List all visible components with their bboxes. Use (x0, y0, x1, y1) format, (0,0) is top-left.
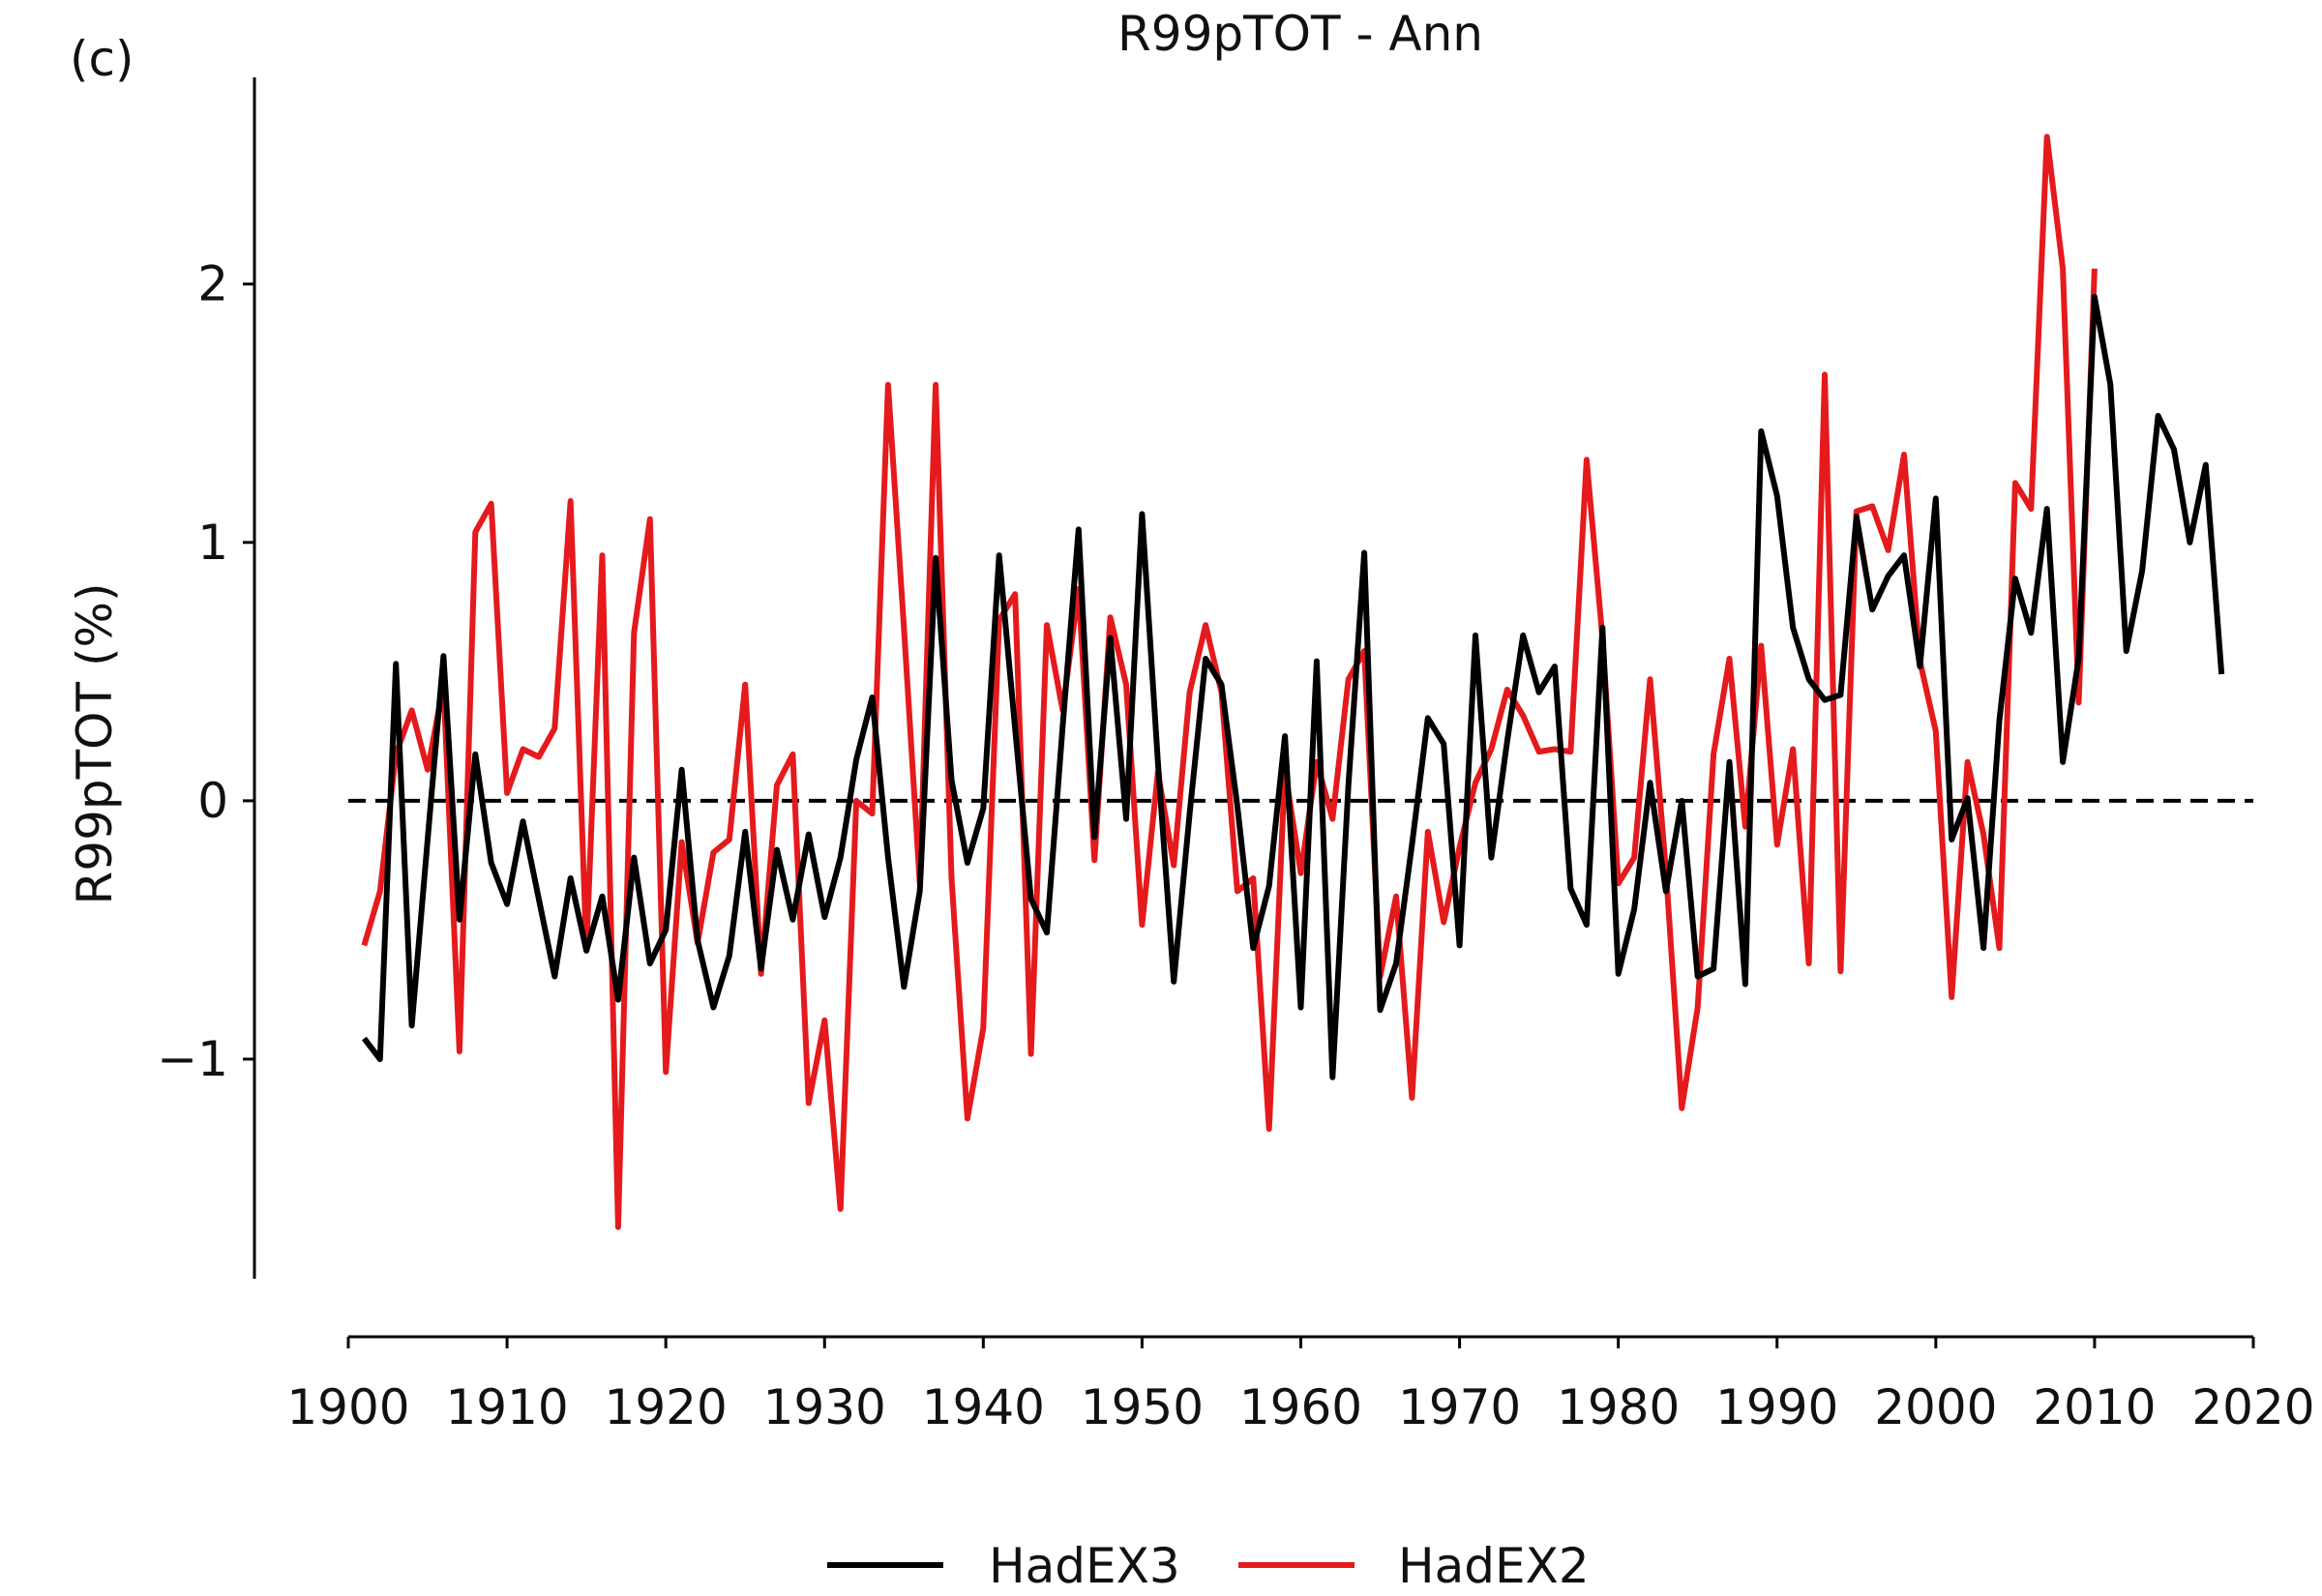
x-tick-label: 1910 (445, 1379, 568, 1435)
x-tick-label: 2000 (1874, 1379, 1997, 1435)
panel-label: (c) (70, 31, 134, 87)
x-tick-label: 1930 (763, 1379, 886, 1435)
chart-title: R99pTOT - Ann (1117, 6, 1483, 62)
x-tick-label: 2010 (2033, 1379, 2156, 1435)
x-tick-label: 1980 (1557, 1379, 1680, 1435)
x-axis-ticks: 1900 1910 1920 1930 1940 1950 1960 1970 1980 1990… (286, 1337, 2315, 1435)
series-line-hadex3 (362, 294, 2225, 1080)
x-tick-label: 1920 (605, 1379, 728, 1435)
legend: HadEX3 HadEX2 (827, 1538, 1590, 1594)
x-tick-label: 1900 (286, 1379, 409, 1435)
x-tick-label: 1950 (1081, 1379, 1204, 1435)
x-tick-label: 2020 (2191, 1379, 2314, 1435)
legend-label-hadex2: HadEX2 (1398, 1538, 1590, 1594)
y-axis-label: R99pTOT (%) (67, 583, 123, 905)
y-tick-label: 2 (197, 256, 228, 312)
plot-series (361, 133, 2225, 1230)
legend-label-hadex3: HadEX3 (989, 1538, 1180, 1594)
x-tick-label: 1970 (1398, 1379, 1521, 1435)
y-tick-label: −1 (157, 1031, 228, 1087)
y-axis-ticks: −1 0 1 2 (157, 256, 254, 1087)
series-line-hadex2 (361, 133, 2098, 1230)
x-tick-label: 1960 (1239, 1379, 1362, 1435)
y-tick-label: 0 (197, 773, 228, 829)
x-tick-label: 1990 (1715, 1379, 1838, 1435)
y-tick-label: 1 (197, 515, 228, 571)
x-tick-label: 1940 (922, 1379, 1045, 1435)
